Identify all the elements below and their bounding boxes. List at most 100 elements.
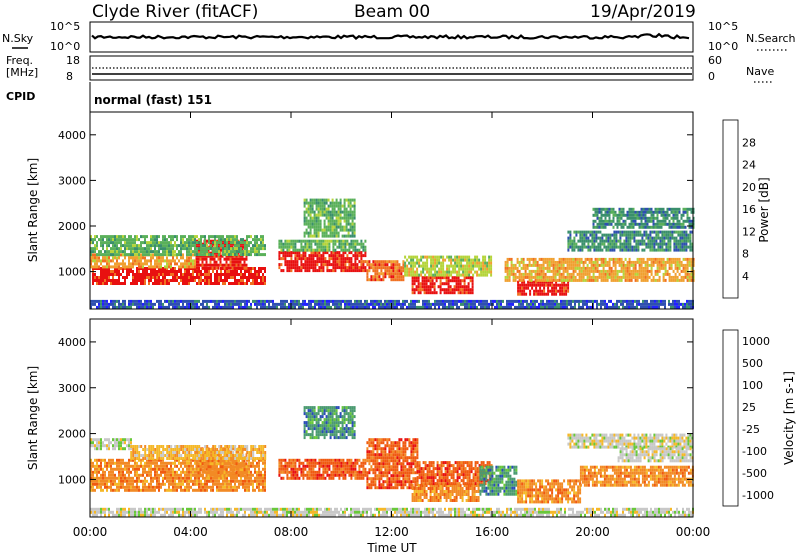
power-cell [343, 201, 346, 205]
power-cell [690, 219, 693, 223]
power-cell [396, 299, 398, 303]
power-cell [188, 259, 190, 263]
power-cell [362, 305, 364, 309]
power-cell [358, 266, 361, 270]
power-cell [450, 305, 452, 309]
power-cell [376, 302, 378, 306]
power-cell [195, 266, 198, 270]
power-cell [108, 253, 110, 257]
power-cell [634, 263, 637, 267]
velocity-cell [122, 473, 124, 477]
power-cell [640, 225, 643, 229]
power-cell [332, 239, 335, 243]
power-cell [230, 299, 232, 303]
power-cell [425, 282, 428, 286]
power-cell [679, 248, 682, 252]
power-cell [661, 248, 664, 252]
power-cell [598, 216, 601, 220]
power-cell [468, 267, 471, 271]
power-cell [460, 255, 463, 259]
power-cell [258, 302, 260, 306]
power-cell [132, 262, 134, 266]
power-cell [561, 289, 564, 293]
power-cell [422, 264, 425, 268]
power-cell [558, 263, 561, 267]
power-cell [202, 250, 204, 254]
power-cell [174, 305, 176, 309]
power-cell [118, 279, 120, 282]
power-cell [520, 302, 522, 306]
power-cell [303, 210, 306, 214]
power-cell [625, 233, 628, 237]
power-cell [593, 248, 596, 252]
power-cell [174, 244, 176, 248]
power-cell [166, 265, 168, 269]
power-cell [222, 247, 224, 251]
power-cell [607, 245, 610, 249]
power-cell [669, 233, 672, 237]
power-cell [455, 288, 458, 292]
power-cell [532, 305, 534, 309]
power-cell [629, 239, 632, 243]
power-cell [577, 245, 580, 249]
power-cell [254, 253, 256, 257]
power-cell [679, 236, 682, 240]
power-cell [342, 251, 345, 255]
power-cell [484, 267, 487, 271]
power-cell [650, 257, 653, 261]
power-cell [667, 239, 670, 243]
power-cell [523, 280, 526, 284]
power-cell [604, 222, 607, 226]
power-cell [228, 235, 230, 239]
power-cell [146, 276, 148, 279]
power-cell [590, 263, 593, 267]
power-cell [236, 244, 238, 248]
power-cell [208, 299, 210, 303]
power-cell [102, 279, 104, 282]
power-cell [616, 278, 619, 282]
power-cell [168, 282, 170, 285]
power-cell [340, 239, 343, 243]
power-cell [352, 302, 354, 306]
power-cell [472, 305, 474, 309]
power-cell [313, 201, 316, 205]
power-cell [454, 270, 457, 274]
power-cell [309, 231, 312, 235]
power-cell [688, 272, 691, 276]
power-cell [348, 251, 351, 255]
power-cell [637, 245, 640, 249]
power-cell [286, 263, 289, 267]
power-cell [130, 302, 132, 306]
power-cell [158, 235, 160, 239]
power-cell [315, 204, 318, 208]
power-cell [664, 210, 667, 214]
power-cell [152, 273, 154, 276]
power-cell [329, 222, 332, 226]
power-cell [614, 269, 617, 273]
power-cell [224, 302, 226, 306]
power-cell [318, 269, 321, 273]
velocity-cell [92, 464, 94, 468]
power-cell [672, 305, 674, 309]
power-cell [134, 259, 136, 263]
power-cell [547, 292, 550, 296]
power-cell [478, 299, 480, 303]
power-cell [536, 260, 539, 264]
power-cell [150, 267, 152, 270]
power-cell [562, 266, 565, 270]
power-cell [638, 299, 640, 303]
power-cell [662, 219, 665, 223]
power-cell [278, 263, 281, 267]
power-cell [174, 250, 176, 254]
power-cell [233, 263, 236, 267]
power-cell [512, 263, 515, 267]
power-cell [593, 230, 596, 234]
power-cell [566, 269, 569, 273]
power-cell [305, 210, 308, 214]
power-cell [522, 305, 524, 309]
power-cell [682, 266, 685, 270]
power-cell [612, 213, 615, 217]
power-cell [592, 219, 595, 223]
beam-title: Beam 00 [354, 2, 430, 22]
power-cell [264, 279, 266, 282]
